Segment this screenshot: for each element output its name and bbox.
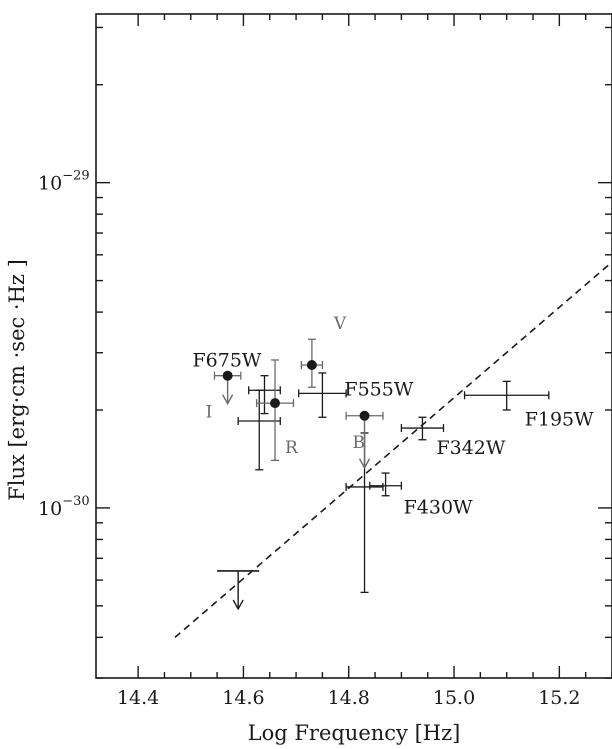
data-point [345, 410, 384, 470]
data-point [217, 570, 260, 611]
data-label-i: I [206, 403, 213, 423]
y-axis-title: Flux [erg·cm ·sec ·Hz ] [5, 259, 29, 501]
x-tick-label: 14.4 [117, 687, 159, 709]
data-point [255, 359, 295, 462]
trend-line [174, 261, 612, 638]
data-point-marker [359, 410, 370, 421]
data-label-f675w: F675W [192, 349, 261, 371]
y-tick-label: 10−30 [38, 494, 90, 520]
data-point [369, 472, 403, 497]
x-axis-title: Log Frequency [Hz] [248, 721, 461, 745]
data-point [300, 338, 324, 388]
upper-limit-arrow-head [358, 458, 371, 470]
trend-line-layer [174, 261, 612, 638]
data-label-b: B [353, 433, 366, 453]
data-marks [213, 338, 550, 611]
data-point [463, 380, 550, 411]
data-label-f555w: F555W [344, 378, 413, 400]
y-tick-label: 10−29 [38, 169, 90, 195]
data-label-v: V [333, 314, 347, 334]
x-tick-label: 14.6 [222, 687, 264, 709]
data-label-f342w: F342W [436, 437, 505, 459]
data-point [298, 372, 347, 418]
point-labels: F195W F342W F430W F555W F675W V R B I [192, 314, 594, 519]
x-tick-label: 14.8 [328, 687, 370, 709]
data-point [213, 370, 242, 406]
plot-frame [95, 13, 612, 679]
data-point-marker [306, 360, 317, 371]
upper-limit-arrow-head [222, 394, 234, 406]
data-point-marker [222, 370, 233, 381]
upper-limit-arrow-head [232, 599, 244, 611]
data-label-f195w: F195W [525, 408, 594, 430]
data-label-r: R [285, 438, 299, 458]
x-tick-label: 15.0 [433, 687, 475, 709]
axis-ticks [96, 14, 612, 679]
data-point [400, 416, 445, 441]
data-point-marker [270, 398, 281, 409]
x-tick-labels: 14.4 14.6 14.8 15.0 15.2 [117, 687, 581, 709]
data-label-f430w: F430W [404, 497, 473, 519]
x-tick-label: 15.2 [538, 687, 580, 709]
y-tick-labels: 10−29 10−30 [38, 169, 90, 520]
